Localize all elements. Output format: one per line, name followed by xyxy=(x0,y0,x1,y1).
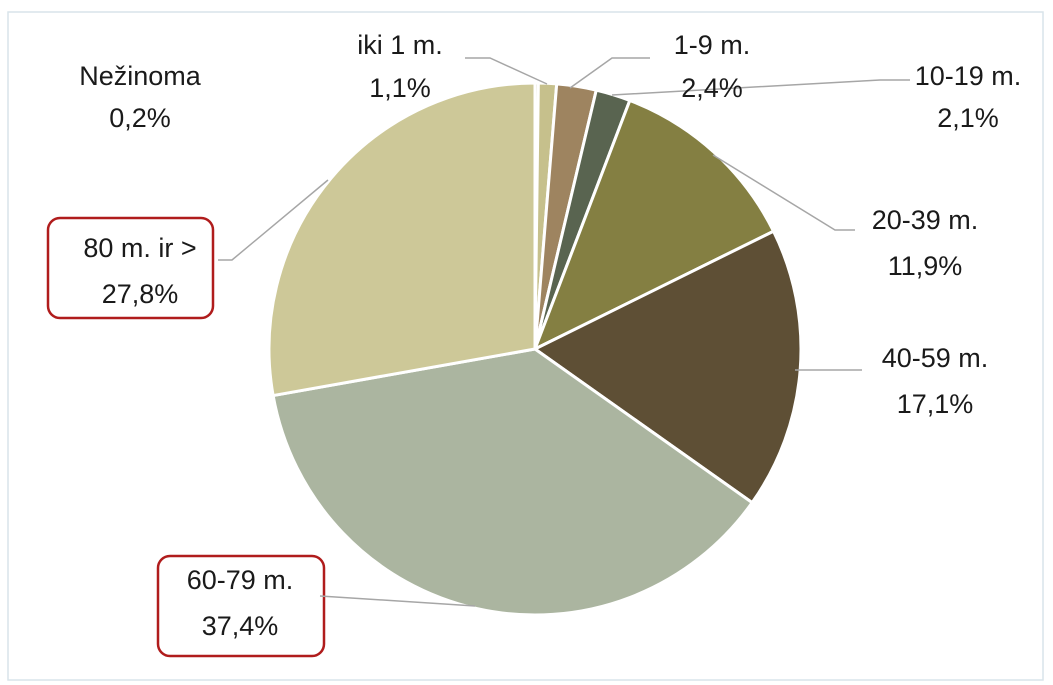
highlight-box xyxy=(156,554,326,658)
leader-line xyxy=(218,179,329,261)
category-label: 40-59 m. xyxy=(882,343,989,373)
value-label: 11,9% xyxy=(888,251,963,281)
pie-slice xyxy=(271,347,754,617)
value-label: 1,1% xyxy=(369,73,431,103)
value-label: 37,4% xyxy=(202,611,279,641)
leader-line xyxy=(319,595,476,607)
value-label: 17,1% xyxy=(897,389,974,419)
category-label: 60-79 m. xyxy=(187,565,294,595)
pie-slice xyxy=(267,81,537,398)
data-labels: Nežinoma 0,2% iki 1 m. 1,1% 1-9 m. 2,4% 10-19 … xyxy=(79,30,1021,641)
value-label: 27,8% xyxy=(102,279,179,309)
value-label: 0,2% xyxy=(109,103,171,133)
category-label: 80 m. ir > xyxy=(83,233,196,263)
leader-lines xyxy=(218,57,910,607)
pie xyxy=(267,81,803,617)
leader-line xyxy=(465,57,548,85)
highlight-box xyxy=(46,216,215,320)
category-label: Nežinoma xyxy=(79,61,202,91)
leader-line xyxy=(611,79,910,96)
category-label: 20-39 m. xyxy=(872,205,979,235)
leader-line xyxy=(712,154,855,231)
pie-slice xyxy=(533,98,776,351)
category-label: 1-9 m. xyxy=(674,30,751,60)
value-label: 2,1% xyxy=(937,103,999,133)
category-label: 10-19 m. xyxy=(915,61,1022,91)
leader-line xyxy=(569,57,650,89)
category-label: iki 1 m. xyxy=(357,30,443,60)
value-label: 2,4% xyxy=(681,73,743,103)
